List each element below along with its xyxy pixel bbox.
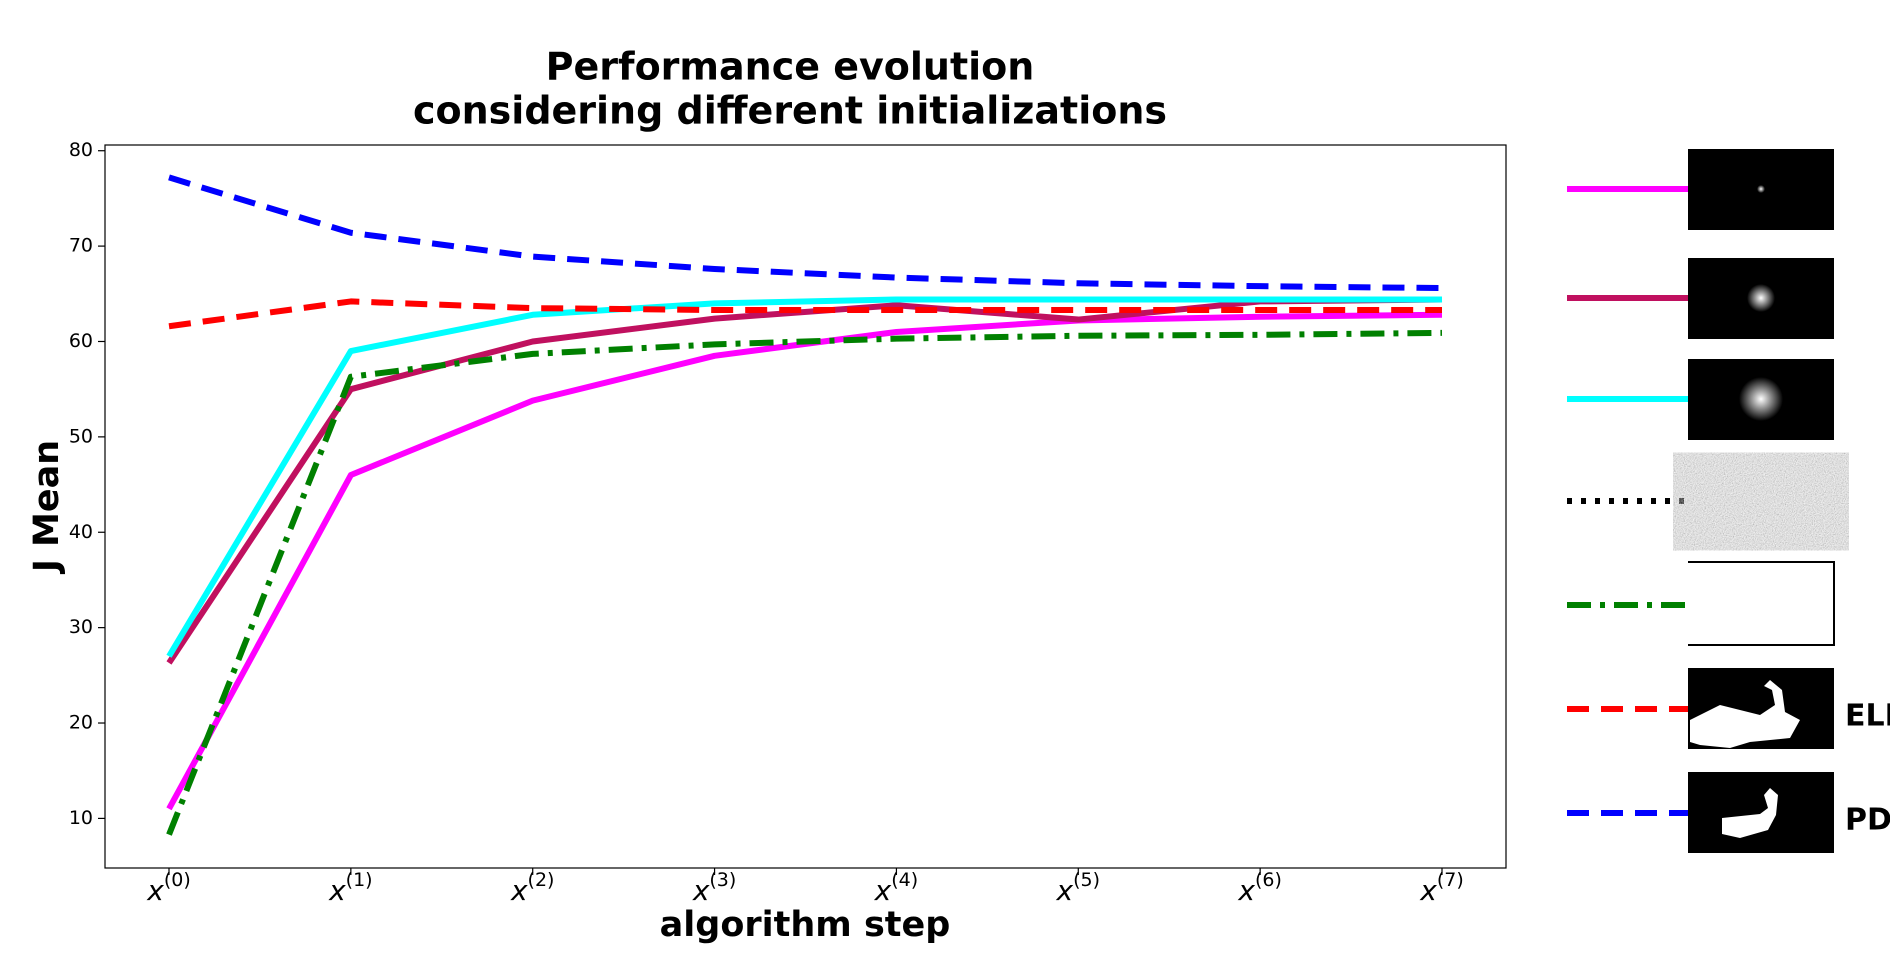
x-tick-sup: (7) [1437,869,1464,891]
x-tick-sup: (6) [1255,869,1282,891]
x-tick-base: x [510,874,528,907]
y-tick-label: 50 [69,425,93,447]
chart-title: Performance evolution [546,45,1035,89]
x-tick-sup: (3) [709,869,736,891]
series-line [169,300,1442,663]
page: Performance evolution considering differ… [0,0,1890,955]
chart-subtitle: considering different initializations [413,89,1167,133]
plot-lines [169,177,1442,834]
x-tick-label: x(4) [874,869,919,908]
x-tick-sup: (5) [1073,869,1100,891]
y-tick-label: 60 [69,330,93,352]
thumbnail-noise [1688,461,1834,542]
series-line [169,300,1442,657]
x-tick-label: x(6) [1237,869,1282,908]
x-tick-label: x(5) [1056,869,1101,908]
x-tick-sup: (0) [164,869,191,891]
series-line [169,177,1442,288]
x-tick-base: x [1237,874,1255,907]
plot-frame [105,145,1506,868]
x-tick-base: x [328,874,346,907]
legend-label: PD [1845,803,1890,838]
thumbnail-blob [1739,377,1783,421]
x-tick-label: x(1) [328,869,373,908]
x-tick-sup: (2) [528,869,555,891]
x-tick-label: x(7) [1419,869,1464,908]
y-tick-label: 10 [69,807,93,829]
y-tick-label: 70 [69,235,93,257]
legend-thumbnails [1688,149,1834,853]
thumbnail-blob [1757,185,1765,193]
legend-label: ELM [1845,699,1890,734]
x-tick-label: x(0) [146,869,191,908]
y-tick-label: 80 [69,139,93,161]
x-tick-base: x [874,874,892,907]
x-tick-label: x(3) [692,869,737,908]
thumbnail-blob [1747,284,1775,312]
thumbnail [1688,772,1834,853]
x-tick-label: x(2) [510,869,555,908]
y-tick-label: 30 [69,616,93,638]
chart: Performance evolution considering differ… [0,0,1890,955]
x-tick-sup: (1) [346,869,373,891]
y-tick-label: 20 [69,712,93,734]
y-tick-label: 40 [69,521,93,543]
x-tick-base: x [146,874,164,907]
thumbnail-empty [1688,562,1834,645]
y-axis-label: J Mean [27,440,67,574]
x-tick-sup: (4) [891,869,918,891]
x-tick-base: x [1419,874,1437,907]
series-line [169,333,1442,835]
x-tick-base: x [1056,874,1074,907]
x-tick-base: x [692,874,710,907]
x-axis-label: algorithm step [660,905,951,945]
